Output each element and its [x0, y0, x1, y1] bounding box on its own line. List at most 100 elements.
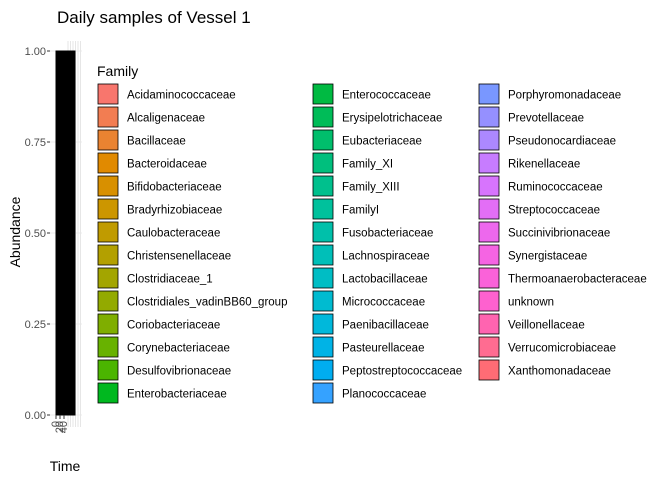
legend-key: [312, 198, 334, 220]
legend-key: [97, 106, 119, 128]
y-axis-title: Abundance: [7, 196, 23, 267]
legend-label: Micrococcaceae: [342, 297, 425, 309]
legend-label: Synergistaceae: [508, 251, 587, 263]
legend-label: Acidaminococcaceae: [127, 90, 236, 102]
legend-key: [97, 244, 119, 266]
legend-item: Bradyrhizobiaceae: [97, 198, 222, 220]
legend-label: Prevotellaceae: [508, 113, 584, 125]
chart-title: Daily samples of Vessel 1: [57, 8, 251, 27]
legend-label: Planococcaceae: [342, 389, 426, 401]
legend-key: [97, 336, 119, 358]
legend-label: Enterococcaceae: [342, 90, 431, 102]
legend-key: [478, 175, 500, 197]
legend-item: Fusobacteriaceae: [312, 221, 433, 243]
legend-label: Streptococcaceae: [508, 205, 600, 217]
legend-label: Paenibacillaceae: [342, 320, 429, 332]
legend-key: [97, 221, 119, 243]
legend-key: [312, 290, 334, 312]
legend-label: Bifidobacteriaceae: [127, 182, 222, 194]
legend-label: Alcaligenaceae: [127, 113, 205, 125]
legend-item: Pasteurellaceae: [312, 336, 424, 358]
legend-label: Family_XI: [342, 159, 393, 171]
legend-key: [312, 221, 334, 243]
legend-key: [97, 152, 119, 174]
legend-item: Alcaligenaceae: [97, 106, 205, 128]
legend-key: [478, 359, 500, 381]
legend-item: Veillonellaceae: [478, 313, 585, 335]
legend-label: unknown: [508, 297, 554, 309]
x-tick-label: 40: [58, 421, 70, 433]
legend-label: Christensenellaceae: [127, 251, 231, 263]
legend-item: Succinivibrionaceae: [478, 221, 610, 243]
legend-key: [97, 359, 119, 381]
legend-key: [312, 382, 334, 404]
legend-item: Lactobacillaceae: [312, 267, 428, 289]
legend-label: Corynebacteriaceae: [127, 343, 230, 355]
legend-label: Family_XIII: [342, 182, 400, 194]
legend-label: Bradyrhizobiaceae: [127, 205, 222, 217]
legend-item: Streptococcaceae: [478, 198, 600, 220]
legend-key: [97, 313, 119, 335]
legend-key: [312, 336, 334, 358]
legend-key: [312, 152, 334, 174]
legend-label: Porphyromonadaceae: [508, 90, 621, 102]
legend-item: Coriobacteriaceae: [97, 313, 220, 335]
legend-key: [478, 313, 500, 335]
plot-area: [50, 41, 82, 427]
legend-key: [478, 129, 500, 151]
legend-item: Clostridiales_vadinBB60_group: [97, 290, 287, 312]
legend-item: Rikenellaceae: [478, 152, 580, 174]
legend-item: Planococcaceae: [312, 382, 426, 404]
legend-label: Xanthomonadaceae: [508, 366, 611, 378]
legend-label: Clostridiales_vadinBB60_group: [127, 297, 287, 309]
stacked-bar: [55, 50, 76, 416]
legend-item: unknown: [478, 290, 554, 312]
legend-item: Erysipelotrichaceae: [312, 106, 442, 128]
legend-item: Family_XIII: [312, 175, 400, 197]
legend-label: Bacteroidaceae: [127, 159, 207, 171]
legend-label: Lactobacillaceae: [342, 274, 428, 286]
y-tick-label: 0.25: [25, 319, 46, 331]
legend-item: Caulobacteraceae: [97, 221, 220, 243]
legend-label: Succinivibrionaceae: [508, 228, 610, 240]
legend-item: Lachnospiraceae: [312, 244, 430, 266]
legend-key: [478, 221, 500, 243]
legend-key: [97, 267, 119, 289]
legend-label: Lachnospiraceae: [342, 251, 430, 263]
y-tick-label: 0.50: [25, 228, 46, 240]
legend-title: Family: [97, 63, 138, 79]
legend-key: [312, 244, 334, 266]
legend-label: Ruminococcaceae: [508, 182, 603, 194]
legend-key: [312, 129, 334, 151]
legend-item: Bacteroidaceae: [97, 152, 207, 174]
legend-item: Acidaminococcaceae: [97, 83, 236, 105]
legend-key: [312, 359, 334, 381]
legend-item: Prevotellaceae: [478, 106, 584, 128]
legend-label: Erysipelotrichaceae: [342, 113, 442, 125]
legend-item: Micrococcaceae: [312, 290, 425, 312]
legend-key: [97, 290, 119, 312]
legend-label: Bacillaceae: [127, 136, 186, 148]
legend-key: [478, 198, 500, 220]
legend-key: [478, 152, 500, 174]
legend-item: Clostridiaceae_1: [97, 267, 213, 289]
legend-item: Eubacteriaceae: [312, 129, 422, 151]
legend-item: Xanthomonadaceae: [478, 359, 611, 381]
legend-key: [312, 83, 334, 105]
legend-label: FamilyI: [342, 205, 379, 217]
legend-label: Enterobacteriaceae: [127, 389, 227, 401]
legend-label: Rikenellaceae: [508, 159, 580, 171]
legend-label: Coriobacteriaceae: [127, 320, 220, 332]
legend-label: Pseudonocardiaceae: [508, 136, 616, 148]
legend-label: Thermoanaerobacteraceae: [508, 274, 647, 286]
legend-key: [478, 290, 500, 312]
legend-item: Corynebacteriaceae: [97, 336, 230, 358]
legend-key: [312, 267, 334, 289]
legend-item: Enterobacteriaceae: [97, 382, 227, 404]
legend-item: FamilyI: [312, 198, 379, 220]
legend-key: [97, 382, 119, 404]
legend-key: [97, 175, 119, 197]
legend-label: Desulfovibrionaceae: [127, 366, 231, 378]
legend-key: [312, 313, 334, 335]
